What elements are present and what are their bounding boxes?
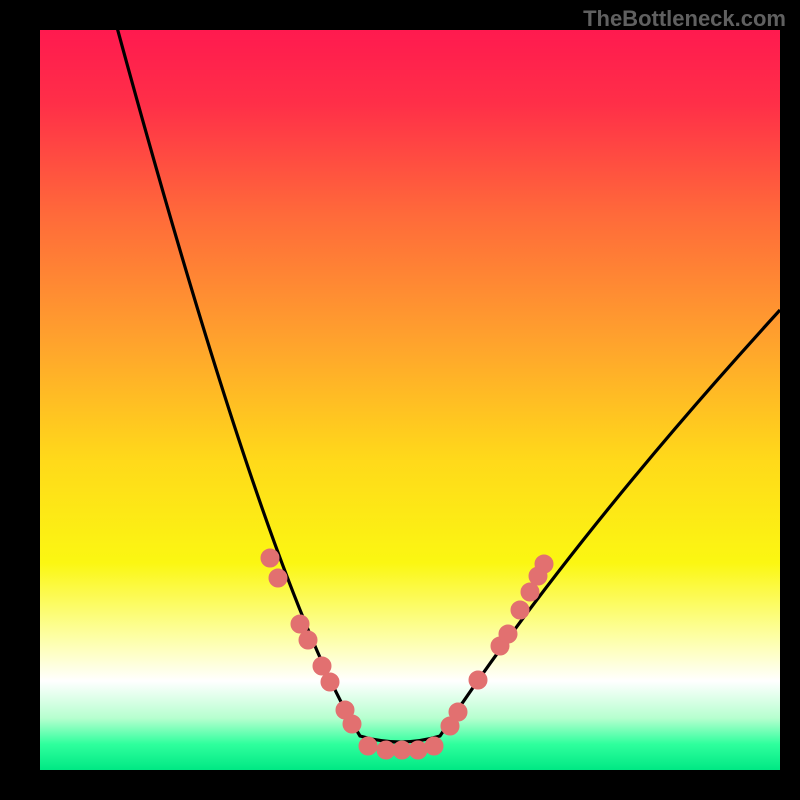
gradient-background [40,30,780,770]
plot-area [40,30,780,770]
watermark-text: TheBottleneck.com [583,6,786,32]
